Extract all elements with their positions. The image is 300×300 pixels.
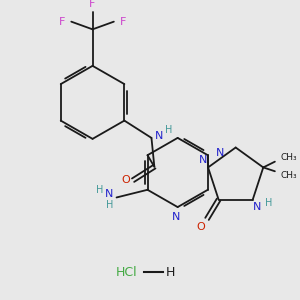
Text: H: H (265, 197, 272, 208)
Text: H: H (166, 266, 176, 279)
Text: N: N (199, 155, 207, 165)
Text: N: N (215, 148, 224, 158)
Text: N: N (172, 212, 180, 222)
Text: N: N (254, 202, 262, 212)
Text: H: H (96, 185, 103, 195)
Text: H: H (106, 200, 114, 210)
Text: N: N (105, 189, 114, 199)
Text: F: F (120, 17, 127, 27)
Text: O: O (197, 221, 206, 232)
Text: F: F (89, 0, 96, 9)
Text: CH₃: CH₃ (281, 153, 297, 162)
Text: H: H (165, 125, 172, 135)
Text: CH₃: CH₃ (281, 171, 297, 180)
Text: HCl: HCl (116, 266, 137, 279)
Text: F: F (58, 17, 65, 27)
Text: N: N (155, 131, 164, 141)
Text: O: O (121, 175, 130, 185)
